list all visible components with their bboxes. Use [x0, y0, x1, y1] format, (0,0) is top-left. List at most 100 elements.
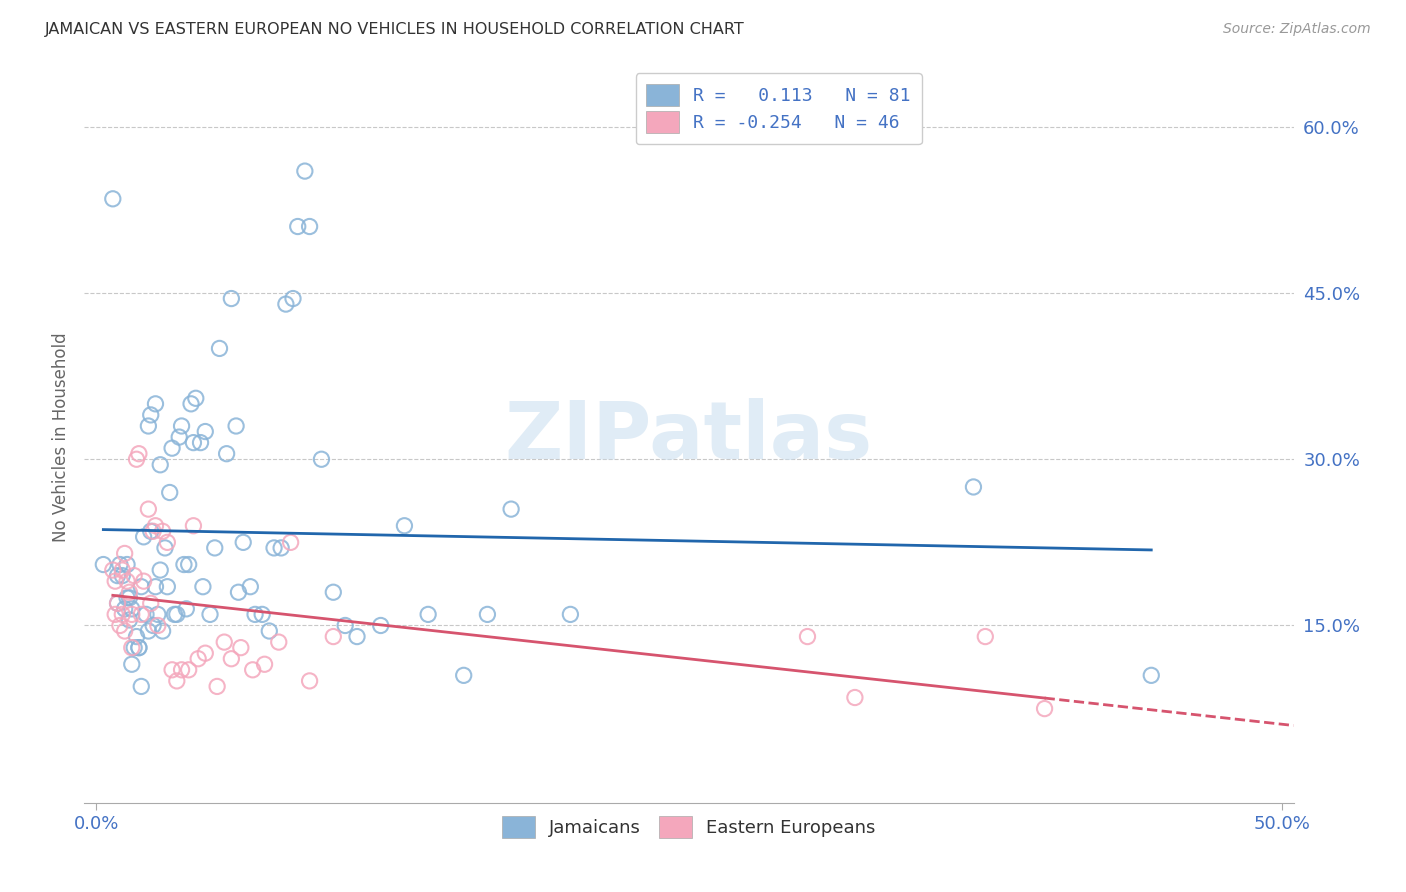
Point [298, 219, 321, 234]
Point [166, 607, 188, 622]
Point [129, 580, 152, 594]
Point [263, 541, 285, 555]
Point [122, 568, 145, 582]
Text: JAMAICAN VS EASTERN EUROPEAN NO VEHICLES IN HOUSEHOLD CORRELATION CHART: JAMAICAN VS EASTERN EUROPEAN NO VEHICLES… [45, 22, 745, 37]
Point [477, 607, 499, 622]
Point [129, 680, 152, 694]
Point [194, 646, 217, 660]
Point [107, 596, 129, 610]
Point [145, 580, 167, 594]
Point [191, 580, 214, 594]
Point [173, 558, 195, 572]
Point [121, 640, 143, 655]
Point [183, 435, 205, 450]
Point [132, 530, 155, 544]
Point [170, 663, 193, 677]
Point [115, 591, 138, 605]
Point [111, 563, 134, 577]
Point [118, 591, 141, 605]
Point [114, 546, 136, 560]
Point [114, 624, 136, 638]
Point [121, 657, 143, 672]
Point [115, 574, 138, 589]
Point [108, 618, 131, 632]
Point [243, 607, 266, 622]
Point [160, 663, 183, 677]
Point [122, 640, 145, 655]
Point [128, 640, 150, 655]
Point [153, 541, 176, 555]
Point [107, 568, 129, 582]
Point [170, 419, 193, 434]
Point [346, 630, 368, 644]
Point [394, 518, 416, 533]
Point [208, 342, 231, 356]
Point [156, 580, 179, 594]
Point [167, 430, 190, 444]
Point [418, 607, 440, 622]
Point [159, 485, 181, 500]
Point [101, 563, 124, 577]
Point [145, 397, 167, 411]
Point [215, 447, 238, 461]
Y-axis label: No Vehicles in Household: No Vehicles in Household [52, 332, 70, 542]
Point [135, 607, 157, 622]
Point [205, 680, 228, 694]
Point [298, 673, 321, 688]
Point [166, 673, 188, 688]
Point [156, 535, 179, 549]
Point [322, 630, 344, 644]
Point [501, 502, 523, 516]
Point [311, 452, 333, 467]
Point [259, 624, 281, 638]
Point [139, 408, 162, 422]
Point [190, 435, 212, 450]
Point [138, 502, 160, 516]
Point [177, 558, 200, 572]
Point [183, 518, 205, 533]
Point [322, 585, 344, 599]
Point [212, 635, 235, 649]
Point [974, 630, 997, 644]
Point [228, 585, 250, 599]
Point [145, 518, 167, 533]
Point [128, 447, 150, 461]
Point [139, 596, 162, 610]
Point [139, 524, 162, 539]
Point [280, 535, 302, 549]
Point [121, 607, 143, 622]
Point [129, 607, 152, 622]
Point [111, 607, 134, 622]
Point [194, 425, 217, 439]
Point [163, 607, 186, 622]
Point [104, 607, 127, 622]
Point [142, 618, 165, 632]
Point [453, 668, 475, 682]
Point [253, 657, 276, 672]
Point [101, 192, 124, 206]
Point [221, 651, 243, 665]
Point [239, 580, 262, 594]
Point [333, 618, 356, 632]
Point [229, 640, 252, 655]
Point [149, 458, 172, 472]
Point [270, 541, 292, 555]
Point [187, 651, 209, 665]
Point [281, 292, 304, 306]
Point [138, 624, 160, 638]
Point [294, 164, 316, 178]
Point [184, 392, 207, 406]
Point [118, 613, 141, 627]
Point [152, 624, 174, 638]
Point [146, 607, 169, 622]
Point [152, 524, 174, 539]
Point [114, 602, 136, 616]
Point [138, 419, 160, 434]
Point [198, 607, 221, 622]
Point [370, 618, 392, 632]
Point [225, 419, 247, 434]
Text: ZIPatlas: ZIPatlas [505, 398, 873, 476]
Point [115, 558, 138, 572]
Point [1140, 668, 1163, 682]
Point [250, 607, 273, 622]
